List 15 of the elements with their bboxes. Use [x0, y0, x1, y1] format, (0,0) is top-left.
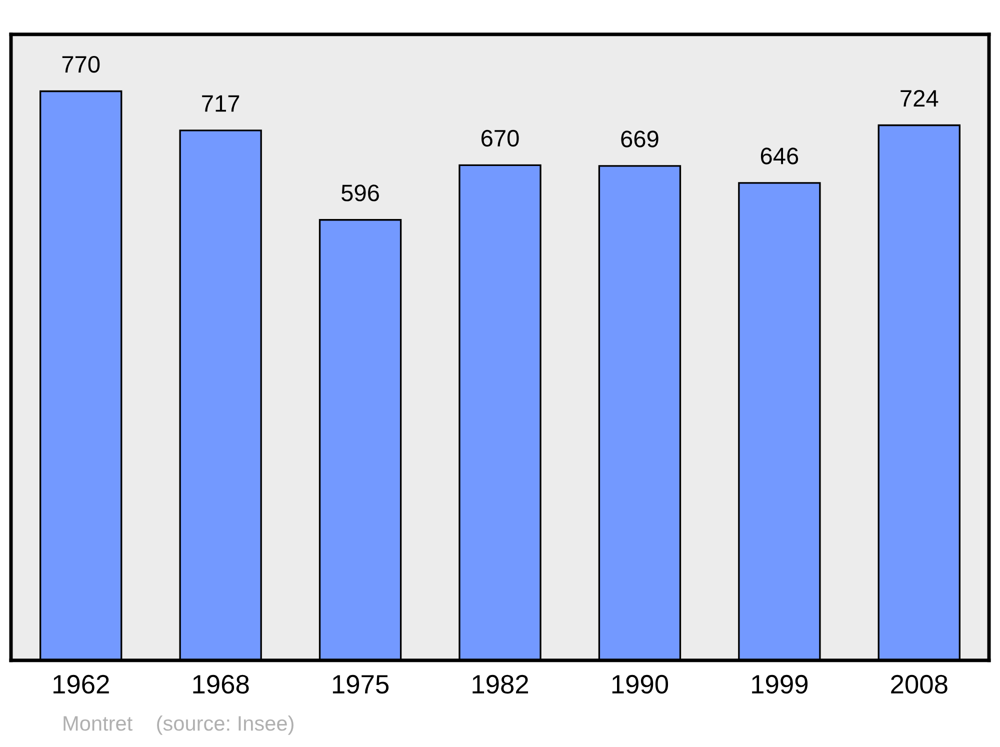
x-tick-label: 1962	[54, 674, 109, 694]
data-label: 596	[342, 184, 379, 202]
x-tick-label: 1982	[472, 674, 528, 694]
data-label: 670	[482, 130, 519, 147]
data-label: 770	[62, 56, 100, 73]
data-label: 669	[621, 130, 658, 148]
x-tick-label: 2008	[891, 674, 948, 694]
text: Montret (source: Insee)	[64, 715, 294, 735]
data-label: 724	[900, 90, 938, 106]
x-tick-label: 1968	[193, 674, 249, 694]
x-tick-label: 1990	[612, 674, 668, 694]
data-label: 717	[202, 95, 240, 112]
x-tick-label: 1999	[752, 674, 808, 694]
data-label: 646	[760, 148, 798, 164]
x-tick-label: 1975	[332, 674, 389, 694]
